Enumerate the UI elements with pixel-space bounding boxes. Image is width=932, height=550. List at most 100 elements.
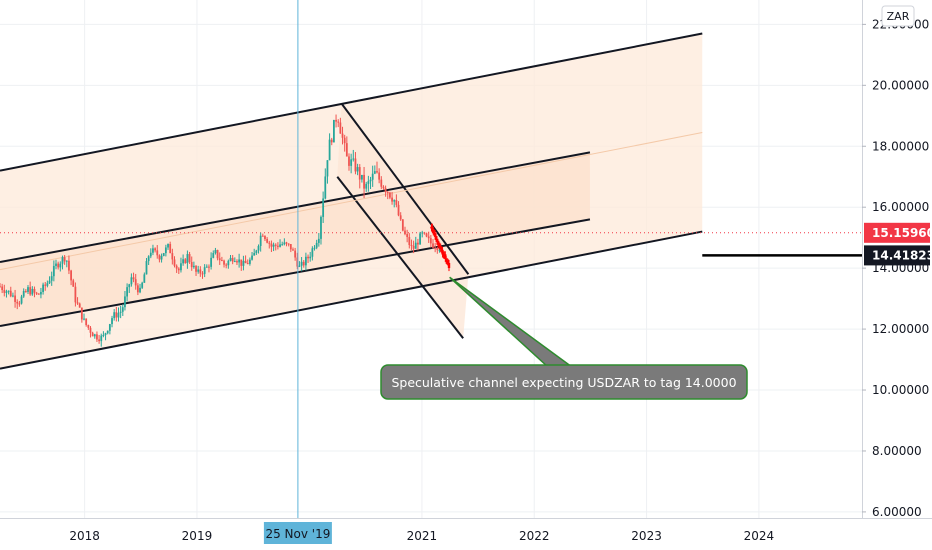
candle-body	[274, 244, 277, 246]
candle-body	[208, 266, 210, 268]
candle-body	[48, 280, 51, 284]
candle-body	[365, 183, 368, 189]
candle-body	[404, 230, 406, 235]
currency-label: ZAR	[887, 10, 910, 23]
channel-descending-upper-line[interactable]	[340, 103, 470, 275]
candle-body	[143, 274, 146, 283]
projection-candles	[430, 223, 451, 272]
candle-body	[212, 253, 215, 258]
candle-body	[432, 243, 434, 248]
candle-body	[102, 334, 105, 336]
candle-body	[175, 265, 178, 269]
candle-body	[328, 139, 331, 161]
projection-body	[447, 262, 451, 269]
candle-body	[326, 160, 329, 177]
candle-body	[70, 270, 72, 281]
candle-body	[305, 256, 307, 266]
candle-body	[186, 254, 189, 264]
candle-body	[238, 259, 241, 263]
projection-body	[441, 249, 444, 255]
projection-body	[433, 232, 436, 234]
candle-body	[285, 242, 288, 244]
crosshair-date-label: 25 Nov '19	[263, 522, 332, 544]
callout-text: Speculative channel expecting USDZAR to …	[391, 375, 736, 390]
projection-body	[434, 236, 438, 240]
candle-body	[283, 242, 286, 245]
channel-outer-lower-line[interactable]	[0, 230, 703, 370]
channel-outer-upper-line[interactable]	[0, 32, 703, 172]
candle-body	[337, 121, 340, 123]
candle-body	[223, 260, 225, 265]
price-axis[interactable]	[862, 0, 932, 550]
price-tick-label: 16.00000	[872, 200, 929, 214]
candle-body	[419, 233, 421, 245]
candle-body	[251, 255, 253, 260]
candle-body	[287, 243, 290, 245]
currency-badge[interactable]: ZAR	[881, 5, 915, 27]
candle-body	[167, 244, 169, 248]
candle-body	[184, 259, 187, 264]
candle-body	[350, 159, 353, 166]
candle-body	[266, 239, 269, 243]
channel-descending-lower-line[interactable]	[336, 176, 464, 339]
candle-body	[154, 248, 157, 251]
candle-body	[309, 256, 312, 259]
candle-body	[248, 259, 251, 264]
candle-body	[111, 318, 113, 325]
candle-body	[132, 277, 135, 280]
candle-body	[108, 324, 111, 331]
currency-box	[881, 5, 915, 27]
candle-body	[24, 291, 27, 293]
projection-body	[431, 226, 434, 231]
candle-body	[46, 283, 49, 286]
channel-outer-midline	[0, 132, 703, 271]
candle-body	[333, 119, 335, 143]
candle-body	[367, 181, 370, 184]
projection-body	[435, 239, 439, 242]
candle-body	[343, 137, 346, 144]
candlesticks	[0, 114, 441, 347]
candle-body	[190, 261, 193, 268]
candle-body	[296, 257, 299, 267]
last-price-label: 15.15960	[872, 226, 932, 240]
candle-body	[397, 204, 400, 216]
candle-body	[18, 303, 21, 305]
candle-body	[322, 198, 325, 217]
candle-body	[173, 259, 176, 266]
projection-body	[436, 241, 440, 244]
candle-body	[434, 247, 437, 249]
candle-body	[7, 290, 10, 292]
candle-body	[164, 247, 167, 254]
price-tick-label: 8.00000	[872, 444, 922, 458]
candle-body	[177, 268, 180, 271]
annotation-callout[interactable]: Speculative channel expecting USDZAR to …	[380, 276, 748, 400]
callout-pointer	[449, 276, 575, 368]
candle-body	[233, 261, 236, 263]
candle-body	[270, 243, 273, 247]
channel-fill-inner	[0, 152, 590, 327]
time-axis[interactable]	[0, 518, 932, 550]
candle-body	[192, 265, 195, 268]
candle-body	[382, 186, 385, 189]
projection-body	[445, 259, 448, 261]
candle-body	[399, 215, 402, 220]
channel-inner-upper-line[interactable]	[0, 151, 591, 264]
channel-inner-lower-line[interactable]	[0, 218, 591, 328]
projection-body	[432, 230, 435, 233]
candle-body	[348, 156, 350, 166]
candle-body	[361, 174, 363, 180]
candle-body	[395, 200, 398, 205]
projection-body	[439, 246, 442, 250]
candle-body	[386, 192, 389, 194]
candle-body	[406, 234, 409, 238]
candle-body	[33, 288, 36, 293]
candle-body	[302, 261, 305, 266]
candle-body	[216, 249, 219, 259]
candle-body	[22, 291, 25, 297]
price-tick-label: 18.00000	[872, 139, 929, 153]
price-tick-label: 12.00000	[872, 322, 929, 336]
candle-body	[393, 200, 396, 202]
candle-body	[141, 282, 144, 288]
candle-body	[12, 295, 14, 297]
